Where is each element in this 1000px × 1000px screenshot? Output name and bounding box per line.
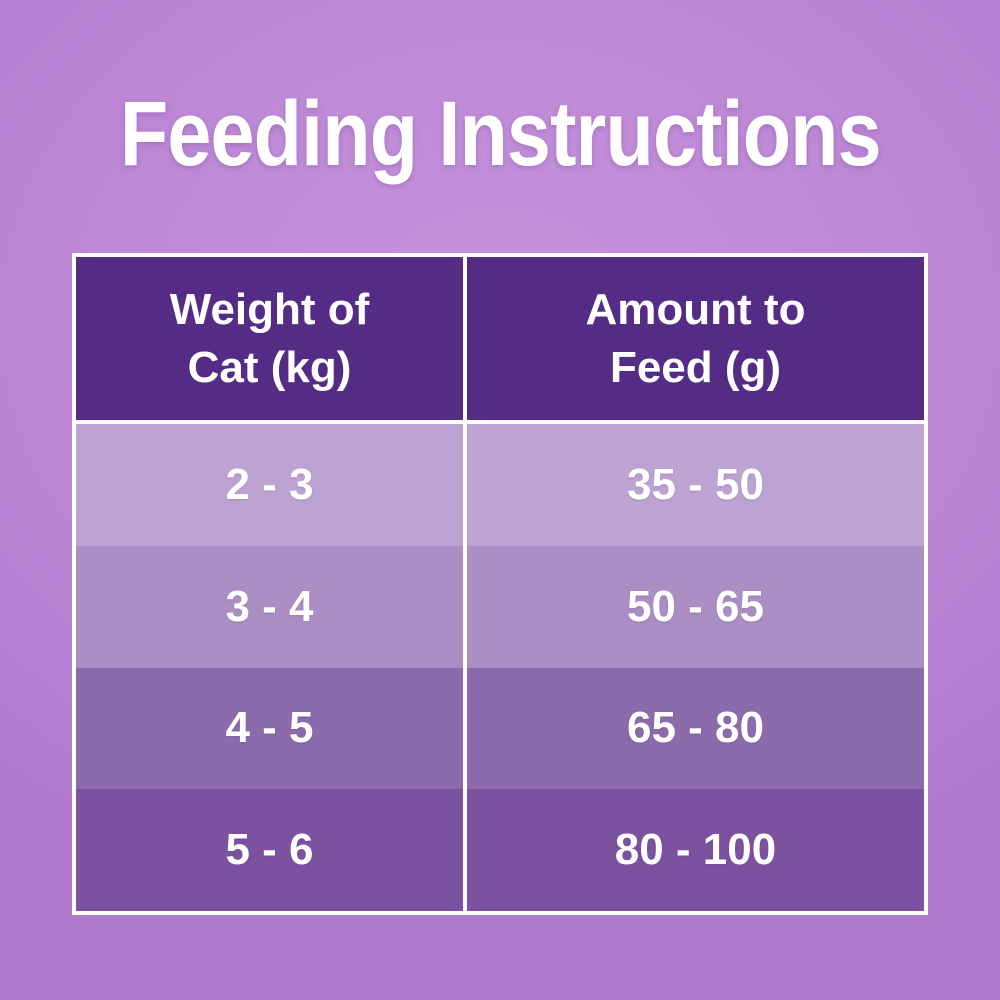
table-row: 3 - 4 50 - 65 bbox=[76, 545, 924, 668]
header-cell-weight: Weight of Cat (kg) bbox=[76, 257, 467, 420]
amount-cell: 50 - 65 bbox=[627, 581, 764, 631]
page-title-text: Feeding Instructions bbox=[119, 83, 882, 185]
weight-cell: 5 - 6 bbox=[76, 789, 467, 911]
weight-cell: 3 - 4 bbox=[76, 545, 467, 668]
feeding-table: Weight of Cat (kg) Amount to Feed (g) 2 … bbox=[72, 253, 928, 915]
amount-cell: 80 - 100 bbox=[614, 825, 777, 875]
header-cell-amount: Amount to Feed (g) bbox=[585, 285, 806, 392]
page-title: Feeding Instructions bbox=[0, 83, 1000, 185]
table-row: 2 - 3 35 - 50 bbox=[76, 424, 924, 546]
weight-cell: 2 - 3 bbox=[76, 424, 467, 546]
table-header-row: Weight of Cat (kg) Amount to Feed (g) bbox=[76, 257, 924, 424]
table-row: 4 - 5 65 - 80 bbox=[76, 667, 924, 790]
weight-cell: 4 - 5 bbox=[76, 667, 467, 790]
amount-cell: 35 - 50 bbox=[627, 459, 764, 509]
amount-cell: 65 - 80 bbox=[627, 703, 764, 753]
table-row: 5 - 6 80 - 100 bbox=[76, 789, 924, 911]
